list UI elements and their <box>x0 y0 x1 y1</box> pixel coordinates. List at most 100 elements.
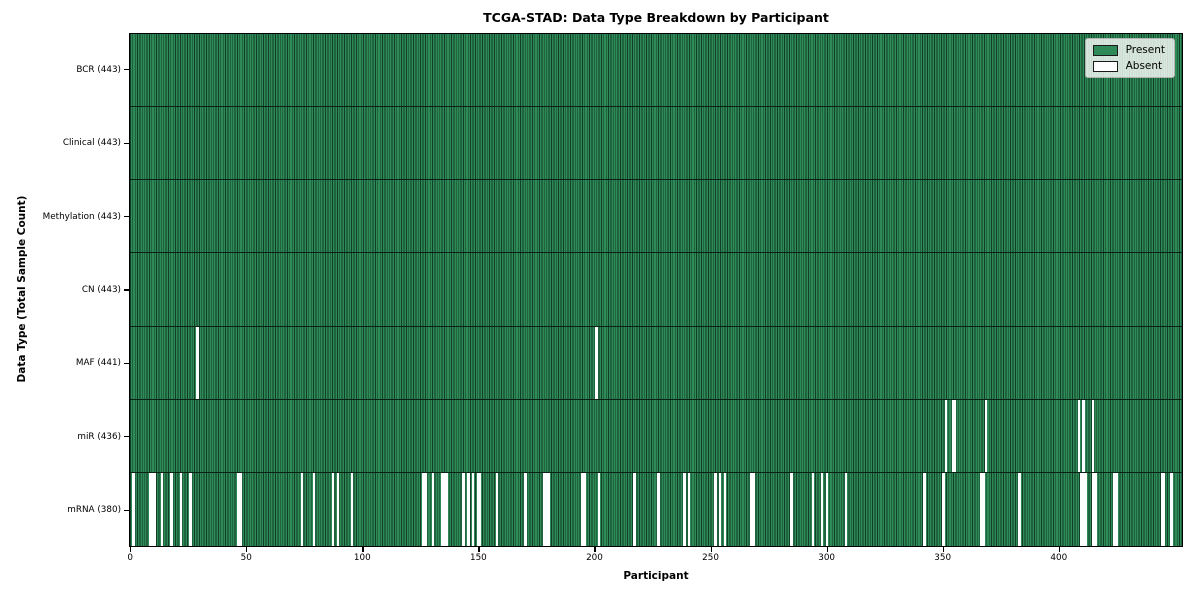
absent-mark <box>196 326 199 399</box>
absent-mark <box>657 472 660 546</box>
absent-mark <box>1079 472 1083 546</box>
absent-mark <box>495 472 499 546</box>
absent-mark <box>151 472 154 546</box>
absent-mark <box>825 472 829 546</box>
absent-mark <box>1082 399 1085 472</box>
x-tick-label: 300 <box>818 553 836 563</box>
absent-mark <box>595 326 598 399</box>
absent-mark <box>984 399 988 472</box>
x-tick-label: 0 <box>127 553 133 563</box>
absent-mark <box>749 472 753 546</box>
heatmap-row-bcr <box>130 34 1182 108</box>
y-tick-label: CN (443) <box>81 285 121 295</box>
absent-mark <box>821 472 824 546</box>
absent-mark <box>422 472 425 546</box>
absent-mark <box>1077 399 1080 472</box>
absent-mark <box>980 472 983 546</box>
absent-mark <box>239 472 242 546</box>
x-tick-mark <box>478 547 480 552</box>
y-tick-mark <box>124 509 129 511</box>
x-tick-label: 350 <box>934 553 952 563</box>
absent-mark <box>1163 472 1166 546</box>
absent-mark <box>597 472 601 546</box>
absent-mark <box>479 472 482 546</box>
x-tick-mark <box>1058 547 1060 552</box>
absent-mark <box>170 472 173 546</box>
absent-mark <box>336 472 339 546</box>
absent-mark <box>179 472 183 546</box>
absent-mark <box>153 472 157 546</box>
x-tick-label: 150 <box>469 553 487 563</box>
absent-mark <box>189 472 192 546</box>
absent-mark <box>476 472 480 546</box>
x-tick-label: 250 <box>702 553 719 563</box>
x-tick-mark <box>130 547 132 552</box>
absent-mark <box>547 472 551 546</box>
absent-mark <box>1082 472 1085 546</box>
absent-mark <box>688 472 691 546</box>
heatmap-row-mir <box>130 399 1182 473</box>
absent-mark <box>718 472 722 546</box>
heatmap-row-maf <box>130 326 1182 400</box>
x-tick-mark <box>826 547 828 552</box>
x-tick-mark <box>362 547 364 552</box>
legend-present-label: Present <box>1125 44 1165 56</box>
y-tick-label: Clinical (443) <box>62 138 121 149</box>
chart-title: TCGA-STAD: Data Type Breakdown by Partic… <box>483 10 829 25</box>
absent-mark <box>524 472 527 546</box>
absent-mark <box>467 472 470 546</box>
absent-mark <box>982 472 985 546</box>
y-tick-mark <box>124 289 129 291</box>
absent-mark <box>543 472 546 546</box>
heatmap-row-clinical <box>130 107 1182 181</box>
absent-mark <box>350 472 354 546</box>
x-tick-label: 200 <box>586 553 603 563</box>
absent-mark <box>811 472 814 546</box>
absent-mark <box>1115 472 1118 546</box>
absent-mark <box>441 472 444 546</box>
absent-mark <box>331 472 335 546</box>
y-tick-label: MAF (441) <box>75 358 121 369</box>
absent-mark <box>1091 399 1095 472</box>
legend-absent-label: Absent <box>1125 60 1163 72</box>
present-swatch-icon <box>1092 44 1118 56</box>
legend: Present Absent <box>1084 38 1175 78</box>
x-tick-mark <box>942 547 944 552</box>
absent-mark <box>1084 472 1088 546</box>
y-tick-mark <box>124 142 129 144</box>
absent-mark <box>1170 472 1173 546</box>
absent-mark <box>424 472 427 546</box>
absent-mark <box>752 472 755 546</box>
x-axis-label: Participant <box>623 570 689 582</box>
absent-mark <box>954 399 957 472</box>
absent-mark <box>236 472 240 546</box>
legend-item-present: Present <box>1092 44 1165 56</box>
absent-mark <box>942 472 945 546</box>
absent-mark <box>790 472 793 546</box>
absent-swatch-icon <box>1092 60 1118 72</box>
absent-mark <box>148 472 152 546</box>
absent-mark <box>445 472 449 546</box>
absent-mark <box>944 399 947 472</box>
plot-area <box>129 33 1183 547</box>
y-tick-label: mRNA (380) <box>67 505 121 516</box>
y-tick-label: Methylation (443) <box>42 211 121 222</box>
absent-mark <box>1018 472 1021 546</box>
absent-mark <box>1094 472 1097 546</box>
absent-mark <box>462 472 465 546</box>
absent-mark <box>300 472 304 546</box>
absent-mark <box>132 472 135 546</box>
absent-mark <box>160 472 164 546</box>
x-tick-label: 100 <box>353 553 371 563</box>
absent-mark <box>471 472 475 546</box>
y-tick-mark <box>124 69 129 71</box>
absent-mark <box>1113 472 1116 546</box>
absent-mark <box>581 472 584 546</box>
absent-mark <box>1160 472 1164 546</box>
y-tick-label: miR (436) <box>77 431 121 442</box>
absent-mark <box>951 399 955 472</box>
x-tick-mark <box>246 547 248 552</box>
absent-mark <box>923 472 926 546</box>
heatmap-row-cn <box>130 253 1182 327</box>
